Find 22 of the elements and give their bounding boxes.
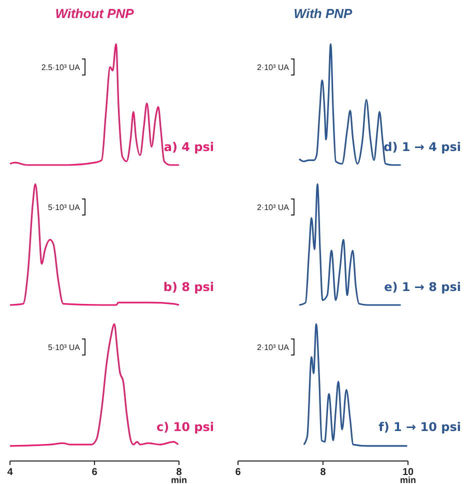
- x-tick-label: 10: [402, 467, 414, 478]
- annotation: 2.5·10³ UA: [41, 63, 81, 72]
- annotation: b) 8 psi: [163, 280, 214, 294]
- annotation: 2·10³ UA: [256, 63, 290, 72]
- annotation: e) 1 → 8 psi: [384, 280, 461, 294]
- annotation: d) 1 → 4 psi: [384, 140, 461, 154]
- chart-title: With PNP: [294, 6, 353, 21]
- annotation: a) 4 psi: [164, 140, 214, 154]
- x-axis-title: min: [170, 475, 188, 484]
- annotation: 2·10³ UA: [256, 203, 290, 212]
- x-tick-label: 4: [7, 467, 14, 478]
- annotation: c) 10 psi: [156, 420, 214, 434]
- x-tick-label: 6: [92, 467, 98, 478]
- x-tick-label: 8: [176, 467, 182, 478]
- annotation: 2·10³ UA: [256, 343, 290, 352]
- x-tick-label: 6: [235, 467, 242, 478]
- x-axis-title: min: [400, 475, 416, 484]
- annotation: 5·10³ UA: [48, 203, 81, 212]
- annotation: 5·10³ UA: [48, 343, 81, 352]
- annotation: f) 1 → 10 psi: [378, 420, 461, 434]
- x-tick-label: 8: [320, 467, 326, 478]
- chart-title: Without PNP: [55, 6, 134, 21]
